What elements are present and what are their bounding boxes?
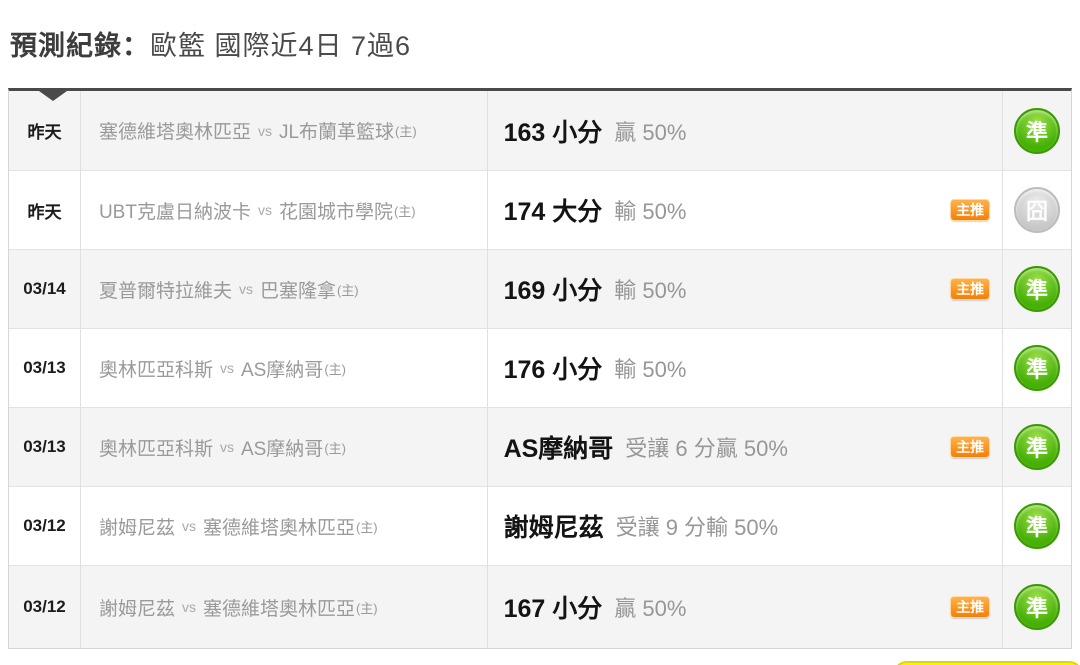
prediction-result: 贏 50% <box>614 596 687 621</box>
outcome-badge: 準 <box>1014 424 1061 470</box>
outcome-badge: 準 <box>1014 503 1061 549</box>
away-team: AS摩納哥 <box>240 438 324 460</box>
outcome-cell: 準 <box>1003 91 1071 170</box>
bottom-action-button-partial[interactable] <box>893 661 1080 665</box>
match-date: 03/13 <box>9 329 81 407</box>
prediction-cell: 謝姆尼茲 受讓 9 分輸 50% 主推 <box>488 487 1004 565</box>
prediction-cell: 174 大分 輸 50% 主推 <box>488 171 1004 249</box>
vs-label: vs <box>238 281 253 297</box>
main-pick-badge: 主推 <box>950 596 991 618</box>
active-column-arrow-icon <box>39 91 67 101</box>
outcome-badge: 準 <box>1014 107 1061 154</box>
prediction-result: 受讓 9 分輸 50% <box>615 515 779 540</box>
outcome-badge: 囧 <box>1014 187 1061 233</box>
outcome-cell: 準 <box>1003 487 1071 565</box>
page-title: 預測紀錄：歐籃 國際近4日 7過6 <box>10 24 411 63</box>
table-row[interactable]: 昨天 UBT克盧日納波卡 vs 花園城市學院 (主) 174 大分 輸 50% 主… <box>9 170 1071 249</box>
prediction-pick: AS摩納哥 <box>503 435 614 463</box>
match-date: 昨天 <box>9 91 81 170</box>
prediction-result: 輸 50% <box>614 278 687 303</box>
home-team: 奧林匹亞科斯 <box>98 438 213 460</box>
outcome-cell: 囧 <box>1003 171 1071 249</box>
prediction-table: 昨天 塞德維塔奧林匹亞 vs JL布蘭革籃球(主) 163 小分 贏 50% 主… <box>8 88 1072 649</box>
home-team: 謝姆尼茲 <box>98 517 175 539</box>
match-teams: 奧林匹亞科斯 vs AS摩納哥 (主) <box>81 408 488 486</box>
home-court-mark: (主) <box>395 124 417 139</box>
prediction-cell: 176 小分 輸 50% 主推 <box>488 329 1004 407</box>
outcome-badge: 準 <box>1014 266 1061 312</box>
prediction-result: 贏 50% <box>614 119 687 145</box>
prediction-pick: 174 大分 <box>503 198 603 226</box>
away-team: AS摩納哥 <box>240 359 324 381</box>
match-teams: 夏普爾特拉維夫 vs 巴塞隆拿 (主) <box>81 250 488 328</box>
prediction-pick: 163 小分 <box>503 118 603 147</box>
match-date: 03/12 <box>9 566 81 648</box>
home-court-mark: (主) <box>355 600 378 616</box>
outcome-cell: 準 <box>1003 329 1071 407</box>
prediction-pick: 167 小分 <box>503 595 603 623</box>
match-teams: 謝姆尼茲 vs 塞德維塔奧林匹亞 (主) <box>81 566 488 648</box>
prediction-pick: 176 小分 <box>503 356 603 384</box>
prediction-cell: AS摩納哥 受讓 6 分贏 50% 主推 <box>488 408 1004 486</box>
prediction-result: 輸 50% <box>614 199 687 224</box>
main-pick-badge: 主推 <box>950 436 991 458</box>
table-row[interactable]: 03/12 謝姆尼茲 vs 塞德維塔奧林匹亞 (主) 167 小分 贏 50% 主… <box>9 565 1071 648</box>
vs-label: vs <box>181 518 196 534</box>
page-title-value: 歐籃 國際近4日 7過6 <box>150 31 412 61</box>
match-teams: 奧林匹亞科斯 vs AS摩納哥 (主) <box>81 329 488 407</box>
away-team: JL布蘭革籃球 <box>278 122 395 143</box>
table-row[interactable]: 03/13 奧林匹亞科斯 vs AS摩納哥(主) 176 小分 輸 50% 主推… <box>9 328 1071 407</box>
home-court-mark: (主) <box>393 203 416 219</box>
vs-label: vs <box>219 360 234 376</box>
vs-label: vs <box>219 439 234 455</box>
match-date: 03/12 <box>9 487 81 565</box>
home-court-mark: (主) <box>355 519 378 535</box>
main-pick-badge: 主推 <box>950 278 991 300</box>
home-court-mark: (主) <box>336 282 359 298</box>
prediction-result: 輸 50% <box>614 357 687 382</box>
main-pick-badge: 主推 <box>950 199 991 221</box>
table-row[interactable]: 03/12 謝姆尼茲 vs 塞德維塔奧林匹亞 (主) 謝姆尼茲 受讓 9 分輸 5… <box>9 486 1071 565</box>
outcome-cell: 準 <box>1003 250 1071 328</box>
home-court-mark: (主) <box>324 440 346 456</box>
page-title-label: 預測紀錄： <box>10 31 150 61</box>
home-team: 奧林匹亞科斯 <box>98 359 213 381</box>
prediction-pick: 169 小分 <box>503 277 603 305</box>
away-team: 塞德維塔奧林匹亞 <box>202 517 355 539</box>
away-team: 塞德維塔奧林匹亞 <box>202 598 355 620</box>
table-row[interactable]: 昨天 塞德維塔奧林匹亞 vs JL布蘭革籃球(主) 163 小分 贏 50% 主… <box>9 91 1071 170</box>
match-date: 昨天 <box>9 171 81 249</box>
match-teams: 謝姆尼茲 vs 塞德維塔奧林匹亞 (主) <box>81 487 488 565</box>
away-team: 花園城市學院 <box>278 201 393 223</box>
away-team: 巴塞隆拿 <box>259 280 336 302</box>
home-team: 塞德維塔奧林匹亞 <box>98 122 251 143</box>
prediction-cell: 163 小分 贏 50% 主推 <box>488 91 1004 170</box>
match-teams: UBT克盧日納波卡 vs 花園城市學院 (主) <box>81 171 488 249</box>
vs-label: vs <box>181 599 196 615</box>
home-team: 謝姆尼茲 <box>98 598 175 620</box>
outcome-badge: 準 <box>1014 345 1061 391</box>
prediction-cell: 169 小分 輸 50% 主推 <box>488 250 1004 328</box>
prediction-pick: 謝姆尼茲 <box>503 514 604 542</box>
match-teams: 塞德維塔奧林匹亞 vs JL布蘭革籃球 (主) <box>81 91 488 170</box>
outcome-cell: 準 <box>1003 566 1071 648</box>
match-date: 03/14 <box>9 250 81 328</box>
vs-label: vs <box>257 122 272 139</box>
prediction-result: 受讓 6 分贏 50% <box>625 436 788 461</box>
table-row[interactable]: 03/13 奧林匹亞科斯 vs AS摩納哥 (主) AS摩納哥 受讓 6 分贏 5… <box>9 407 1071 486</box>
prediction-cell: 167 小分 贏 50% 主推 <box>488 566 1004 648</box>
match-date: 03/13 <box>9 408 81 486</box>
vs-label: vs <box>257 202 272 218</box>
home-team: 夏普爾特拉維夫 <box>98 280 232 302</box>
home-court-mark: (主) <box>324 361 346 377</box>
home-team: UBT克盧日納波卡 <box>98 201 251 223</box>
table-row[interactable]: 03/14 夏普爾特拉維夫 vs 巴塞隆拿 (主) 169 小分 輸 50% 主推… <box>9 249 1071 328</box>
outcome-cell: 準 <box>1003 408 1071 486</box>
outcome-badge: 準 <box>1014 584 1061 630</box>
